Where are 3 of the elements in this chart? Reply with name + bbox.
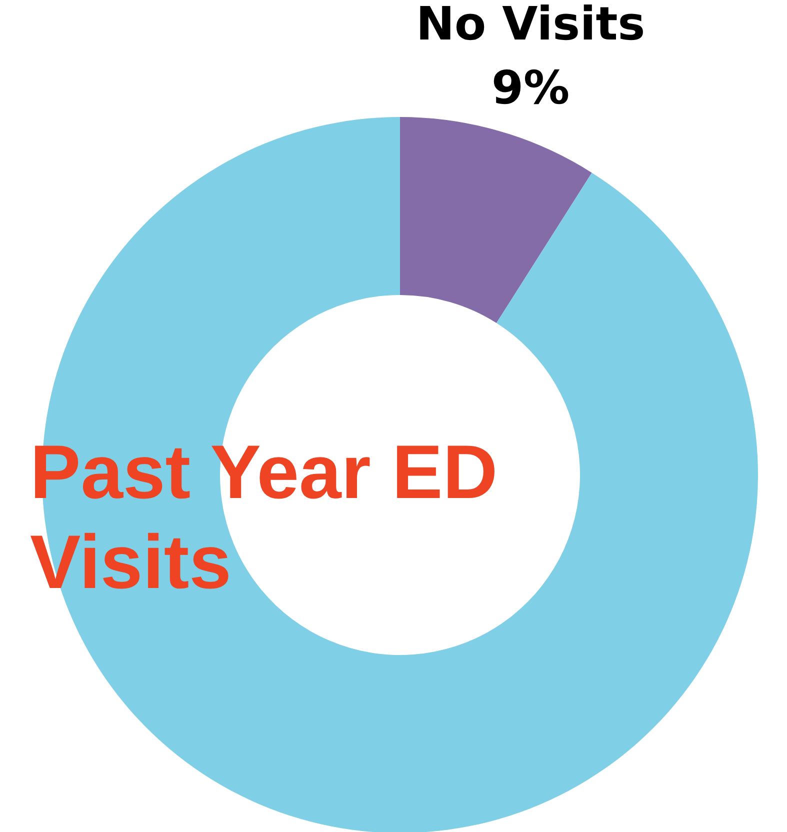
donut-slice	[400, 117, 592, 324]
slice-label: No Visits	[416, 0, 646, 51]
data-label: 9%	[492, 60, 570, 115]
